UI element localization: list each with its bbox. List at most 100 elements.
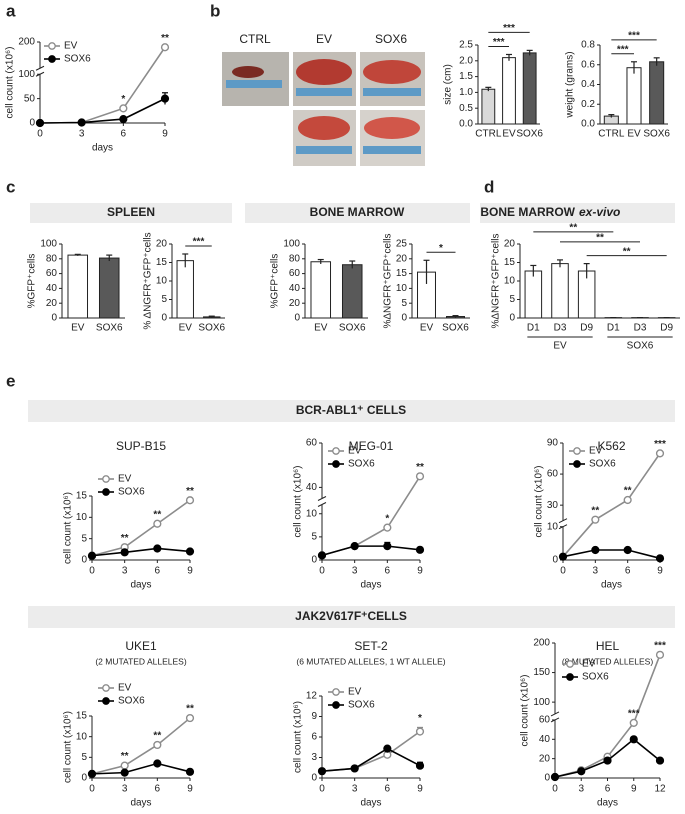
data-point bbox=[591, 545, 600, 555]
y-tick-label: 15 bbox=[76, 711, 88, 722]
data-point bbox=[415, 472, 425, 481]
data-point bbox=[415, 545, 425, 554]
bar bbox=[551, 263, 569, 319]
legend-label: EV bbox=[582, 659, 596, 670]
y-tick-label: 200 bbox=[533, 638, 550, 649]
data-point bbox=[119, 104, 128, 113]
significance: *** bbox=[493, 37, 505, 48]
y-tick-label: 0 bbox=[509, 313, 515, 324]
y-tick-label: 0.2 bbox=[581, 99, 595, 110]
bar bbox=[98, 257, 120, 319]
chart-subtitle: (8 MUTATED ALLELES) bbox=[562, 656, 653, 666]
legend-label: EV bbox=[118, 683, 132, 694]
x-tick-label: 6 bbox=[121, 129, 127, 140]
y-tick-label: 2.0 bbox=[459, 55, 473, 66]
significance: ** bbox=[569, 223, 577, 234]
x-tick-label: SOX6 bbox=[442, 323, 469, 334]
chart-subtitle: (6 MUTATED ALLELES, 1 WT ALLELE) bbox=[296, 656, 445, 666]
x-tick-label: EV bbox=[420, 323, 434, 334]
x-tick-label: D9 bbox=[660, 323, 673, 334]
y-tick-label: 150 bbox=[533, 667, 550, 678]
y-tick-label: 9 bbox=[311, 711, 317, 722]
significance: ** bbox=[596, 233, 604, 244]
x-tick-label: 3 bbox=[79, 129, 85, 140]
x-tick-label: 3 bbox=[122, 566, 128, 577]
photos bbox=[222, 52, 425, 166]
x-tick-label: 6 bbox=[605, 784, 611, 795]
legend-marker bbox=[332, 688, 340, 696]
y-tick-label: 20 bbox=[46, 298, 58, 309]
data-point bbox=[153, 544, 162, 553]
x-axis-title: days bbox=[130, 798, 151, 809]
legend-label: SOX6 bbox=[348, 459, 375, 470]
legend-marker bbox=[332, 460, 340, 468]
section-header: SPLEEN bbox=[107, 205, 155, 219]
bar bbox=[341, 264, 363, 319]
y-axis-title: cell count (x10⁶) bbox=[5, 47, 16, 119]
y-tick-label: 15 bbox=[504, 257, 516, 268]
y-tick-label: 0 bbox=[311, 773, 317, 784]
section-header: BONE MARROW bbox=[310, 205, 405, 219]
axis-break bbox=[317, 496, 327, 501]
significance: *** bbox=[628, 30, 640, 41]
x-tick-label: D1 bbox=[527, 323, 540, 334]
y-tick-label: 0.4 bbox=[581, 79, 595, 90]
bar bbox=[649, 61, 665, 125]
series-line bbox=[91, 762, 191, 775]
data-point bbox=[185, 547, 195, 556]
y-tick-label: 0 bbox=[294, 313, 300, 324]
data-point bbox=[153, 740, 162, 750]
legend-label: SOX6 bbox=[64, 54, 91, 65]
legend-marker bbox=[48, 55, 56, 63]
y-tick-label: 50 bbox=[24, 93, 36, 104]
bar bbox=[524, 270, 543, 319]
y-axis-title: cell count (x10⁶) bbox=[293, 701, 304, 773]
data-point bbox=[185, 767, 195, 776]
y-tick-label: 0 bbox=[161, 313, 167, 324]
y-tick-label: 10 bbox=[504, 276, 516, 287]
chart-title: HEL bbox=[596, 639, 620, 653]
series-line bbox=[321, 747, 421, 772]
significance: * bbox=[439, 243, 443, 254]
y-tick-label: 6 bbox=[311, 732, 317, 743]
y-tick-label: 0 bbox=[29, 118, 35, 129]
y-tick-label: 90 bbox=[547, 438, 559, 449]
legend-marker bbox=[102, 475, 110, 483]
legend-label: SOX6 bbox=[348, 700, 375, 711]
y-tick-label: 5 bbox=[401, 298, 407, 309]
significance: ** bbox=[591, 505, 599, 516]
legend-label: EV bbox=[589, 446, 603, 457]
y-tick-label: 15 bbox=[76, 491, 88, 502]
y-tick-label: 60 bbox=[46, 268, 58, 279]
axis-break bbox=[550, 711, 560, 717]
y-tick-label: 2.5 bbox=[459, 40, 473, 51]
y-tick-label: 1.0 bbox=[459, 87, 473, 98]
data-point bbox=[655, 554, 665, 563]
y-tick-label: 0.0 bbox=[459, 119, 473, 130]
y-tick-label: 10 bbox=[156, 276, 168, 287]
significance: ** bbox=[416, 462, 424, 473]
chart-title: MEG-01 bbox=[349, 439, 394, 453]
header-box bbox=[245, 203, 470, 223]
group-label: EV bbox=[553, 341, 567, 352]
legend-label: EV bbox=[64, 41, 78, 52]
x-tick-label: SOX6 bbox=[198, 323, 225, 334]
y-axis-title: %GFP⁺cells bbox=[270, 254, 281, 309]
significance: ** bbox=[121, 533, 129, 544]
x-tick-label: 3 bbox=[122, 784, 128, 795]
x-tick-label: D9 bbox=[580, 323, 593, 334]
y-tick-label: 15 bbox=[396, 268, 408, 279]
axis-break bbox=[317, 502, 327, 507]
group-label: SOX6 bbox=[627, 341, 654, 352]
x-tick-label: 6 bbox=[385, 784, 391, 795]
axis-break bbox=[35, 65, 45, 71]
legend-marker bbox=[48, 42, 56, 50]
series-line bbox=[562, 549, 661, 560]
x-tick-label: 9 bbox=[417, 566, 423, 577]
data-point bbox=[350, 764, 359, 773]
x-tick-label: 6 bbox=[625, 566, 631, 577]
chart-title: UKE1 bbox=[125, 639, 157, 653]
y-tick-label: 0.6 bbox=[581, 59, 595, 70]
x-tick-label: 9 bbox=[417, 784, 423, 795]
significance: *** bbox=[628, 708, 640, 719]
